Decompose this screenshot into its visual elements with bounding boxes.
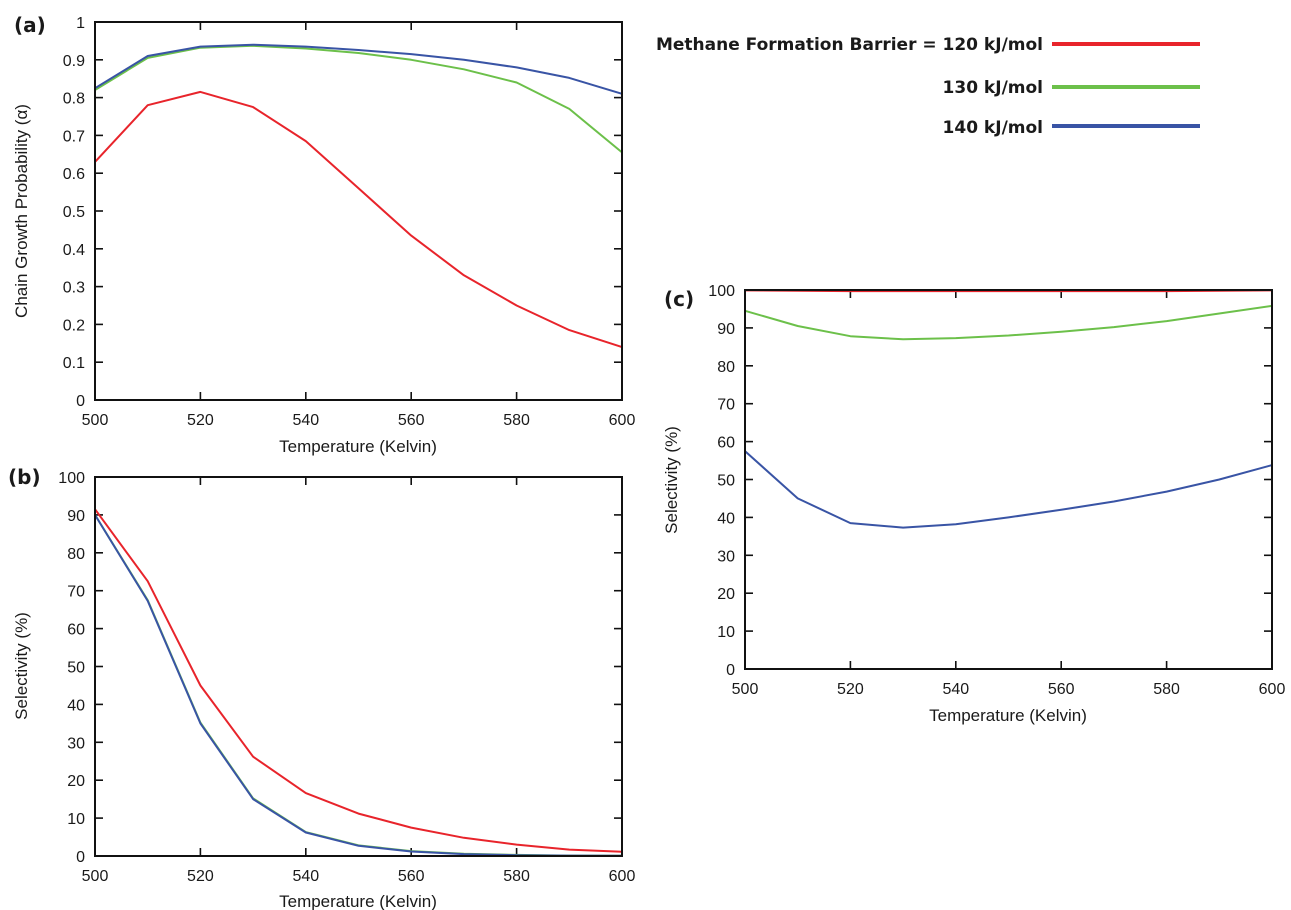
panel-b-xtick-label: 580: [503, 868, 530, 885]
panel-a-ytick-label: 0.4: [63, 242, 85, 259]
panel-c-xtick-label: 600: [1259, 681, 1286, 698]
panel-b-ylabel: Selectivity (%): [12, 612, 31, 720]
panel-b-xlabel: Temperature (Kelvin): [279, 892, 437, 910]
panel-a-ticks: 500 520 540 560 580 600 0 0.1 0.2 0.3 0.4 0.5 0.6 0.7…: [63, 15, 636, 429]
panel-a-ytick-label: 0: [76, 393, 85, 410]
panel-c-series: [744, 289, 1273, 529]
panel-c-frame: [744, 289, 1273, 670]
legend: Methane Formation Barrier = 120 kJ/mol 1…: [656, 35, 1200, 138]
panel-c-series-130: [744, 304, 1273, 341]
panel-b-ytick-label: 100: [58, 470, 85, 487]
panel-a-ytick-label: 0.2: [63, 317, 85, 334]
panel-a-frame: [94, 21, 623, 401]
panel-a-series-140: [94, 43, 623, 95]
panel-b: (b) 500 520 540 560 580 600 0 10 20 30 40 50 60 70 80 9…: [8, 465, 635, 910]
panel-c-ytick-label: 80: [717, 359, 735, 376]
panel-b-ytick-label: 10: [67, 811, 85, 828]
panel-c-ylabel: Selectivity (%): [662, 426, 681, 534]
panel-c-ytick-label: 90: [717, 321, 735, 338]
panel-b-series-140: [94, 514, 623, 857]
panel-b-ticks: 500 520 540 560 580 600 0 10 20 30 40 50 60 70 80 90 100: [58, 470, 635, 885]
panel-b-xtick-label: 540: [292, 868, 319, 885]
panel-a-ytick-label: 1: [76, 15, 85, 32]
panel-b-ytick-label: 20: [67, 773, 85, 790]
legend-item-140: 140 kJ/mol: [943, 118, 1200, 138]
legend-label-120: Methane Formation Barrier = 120 kJ/mol: [656, 35, 1043, 55]
panel-a-series-120: [94, 90, 623, 349]
panel-b-xtick-label: 500: [82, 868, 109, 885]
panel-c-ytick-label: 100: [708, 283, 735, 300]
legend-item-130: 130 kJ/mol: [943, 78, 1200, 98]
panel-c-xtick-label: 500: [732, 681, 759, 698]
panel-b-ytick-label: 60: [67, 622, 85, 639]
panel-b-xtick-label: 560: [398, 868, 425, 885]
panel-c-xtick-label: 520: [837, 681, 864, 698]
panel-c-xtick-label: 580: [1153, 681, 1180, 698]
panel-b-ytick-label: 70: [67, 584, 85, 601]
panel-a-ytick-label: 0.1: [63, 355, 85, 372]
panel-a-xtick-label: 580: [503, 412, 530, 429]
panel-a-xtick-label: 540: [292, 412, 319, 429]
panel-b-ytick-label: 80: [67, 546, 85, 563]
panel-a-xtick-label: 560: [398, 412, 425, 429]
panel-c-ticks: 500 520 540 560 580 600 0 10 20 30 40 50 60 70 80 90 100: [708, 283, 1285, 698]
panel-a: (a) 500 520 540 560 580 600 0 0.1 0.2 0.3 0.4 0.5 0.…: [12, 13, 635, 456]
panel-a-ytick-label: 0.5: [63, 204, 85, 221]
panel-a-ylabel: Chain Growth Probability (α): [12, 104, 31, 318]
panel-c-ytick-label: 0: [726, 662, 735, 679]
panel-a-series: [94, 43, 623, 349]
panel-a-xlabel: Temperature (Kelvin): [279, 437, 437, 456]
panel-c-label: (c): [664, 287, 694, 311]
panel-b-series-130: [94, 514, 623, 857]
panel-c-ytick-label: 40: [717, 510, 735, 527]
panel-a-xtick-label: 520: [187, 412, 214, 429]
panel-c-ytick-label: 50: [717, 473, 735, 490]
panel-c-ytick-label: 60: [717, 435, 735, 452]
panel-a-ytick-label: 0.7: [63, 128, 85, 145]
panel-c-xlabel: Temperature (Kelvin): [929, 706, 1087, 725]
legend-item-120: Methane Formation Barrier = 120 kJ/mol: [656, 35, 1200, 55]
panel-b-series: [94, 508, 623, 857]
panel-b-ytick-label: 40: [67, 697, 85, 714]
panel-a-ytick-label: 0.6: [63, 166, 85, 183]
panel-c-xtick-label: 540: [942, 681, 969, 698]
panel-a-label: (a): [14, 13, 46, 37]
panel-a-ytick-label: 0.9: [63, 53, 85, 70]
panel-b-ytick-label: 30: [67, 735, 85, 752]
panel-b-ytick-label: 90: [67, 508, 85, 525]
panel-a-ytick-label: 0.8: [63, 91, 85, 108]
legend-label-140: 140 kJ/mol: [943, 118, 1043, 138]
panel-b-ytick-label: 50: [67, 660, 85, 677]
panel-a-ytick-label: 0.3: [63, 280, 85, 297]
panel-a-series-130: [94, 44, 623, 154]
panel-c-series-140: [744, 450, 1273, 529]
panel-b-label: (b): [8, 465, 41, 489]
panel-b-xtick-label: 600: [609, 868, 636, 885]
panel-b-series-120: [94, 508, 623, 853]
legend-label-130: 130 kJ/mol: [943, 78, 1043, 98]
panel-c-xtick-label: 560: [1048, 681, 1075, 698]
panel-a-xtick-label: 500: [82, 412, 109, 429]
panel-b-ytick-label: 0: [76, 849, 85, 866]
panel-c-ytick-label: 70: [717, 397, 735, 414]
panel-c-ytick-label: 30: [717, 548, 735, 565]
panel-b-xtick-label: 520: [187, 868, 214, 885]
panel-c: (c) 500 520 540 560 580 600 0 10 20 30 40 50 60 70 80 9…: [662, 283, 1285, 725]
panel-b-frame: [94, 476, 623, 857]
panel-c-ytick-label: 20: [717, 586, 735, 603]
panel-a-xtick-label: 600: [609, 412, 636, 429]
panel-c-ytick-label: 10: [717, 624, 735, 641]
